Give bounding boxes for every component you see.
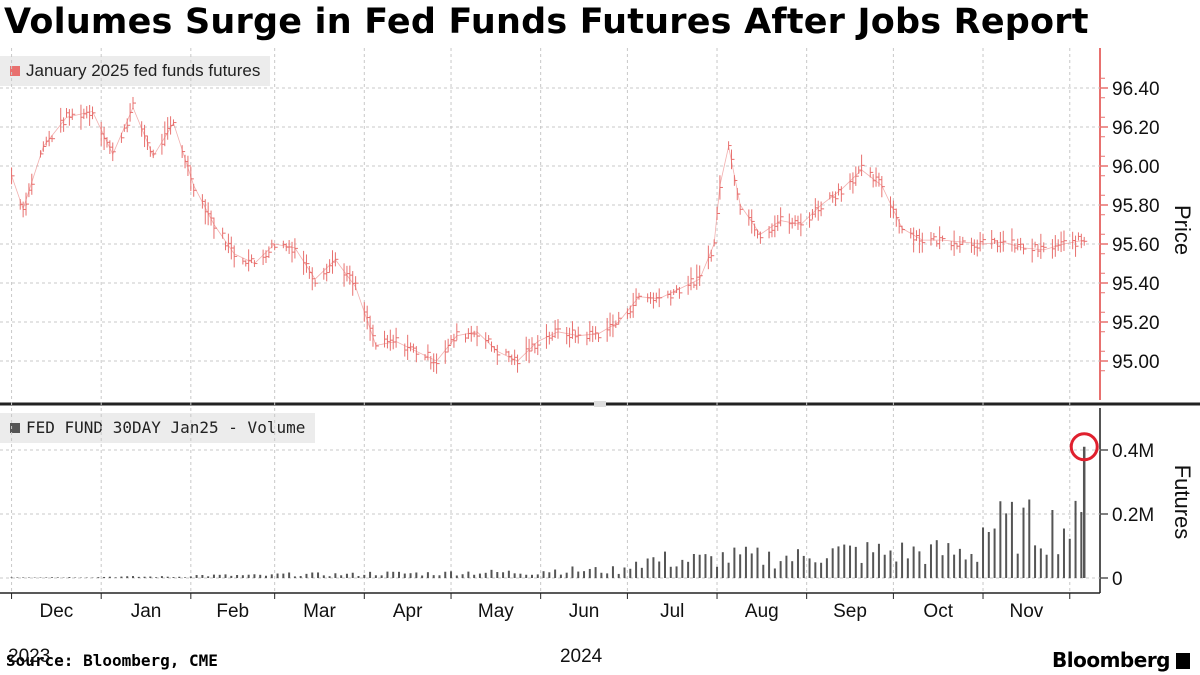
price-tick-label: 96.20 [1112, 118, 1160, 139]
month-label: Jun [569, 601, 600, 622]
panel-resize-handle[interactable] [594, 401, 606, 407]
price-series-line [11, 106, 1085, 362]
price-tick-label: 96.40 [1112, 79, 1160, 100]
volume-tick-label: 0.2M [1112, 505, 1154, 526]
month-label: Nov [1009, 601, 1043, 622]
volume-tick-label: 0.4M [1112, 441, 1154, 462]
volume-legend-label: FED FUND 30DAY Jan25 - Volume [26, 418, 306, 437]
month-label: Feb [216, 601, 249, 622]
price-axis-title: Price [1170, 205, 1195, 255]
price-legend-swatch [10, 66, 20, 76]
month-label: Apr [393, 601, 423, 622]
month-label: Oct [923, 601, 953, 622]
month-label: Sep [833, 601, 867, 622]
price-tick-label: 95.40 [1112, 274, 1160, 295]
chart-title: Volumes Surge in Fed Funds Futures After… [4, 2, 1089, 42]
month-label: Dec [39, 601, 73, 622]
highlight-circle [1069, 432, 1099, 462]
month-label: May [478, 601, 514, 622]
month-label: Mar [303, 601, 336, 622]
price-tick-label: 95.00 [1112, 352, 1160, 373]
month-label: Aug [745, 601, 779, 622]
month-label: Jan [131, 601, 162, 622]
bloomberg-logo-icon [1176, 653, 1190, 669]
volume-axis-title: Futures [1170, 465, 1195, 540]
month-label: Jul [660, 601, 684, 622]
bloomberg-logo: Bloomberg [1052, 648, 1190, 672]
volume-legend-swatch [10, 423, 20, 433]
bloomberg-wordmark: Bloomberg [1052, 648, 1170, 672]
price-legend: January 2025 fed funds futures [0, 56, 271, 86]
price-tick-label: 95.80 [1112, 196, 1160, 217]
price-tick-label: 96.00 [1112, 157, 1160, 178]
volume-legend: FED FUND 30DAY Jan25 - Volume [0, 413, 316, 443]
price-legend-label: January 2025 fed funds futures [26, 61, 261, 80]
year-label: 2024 [560, 646, 603, 667]
year-label: 2023 [8, 646, 50, 667]
volume-tick-label: 0 [1112, 569, 1123, 590]
price-tick-label: 95.60 [1112, 235, 1160, 256]
price-tick-label: 95.20 [1112, 313, 1160, 334]
source-note: Source: Bloomberg, CME [6, 651, 218, 670]
